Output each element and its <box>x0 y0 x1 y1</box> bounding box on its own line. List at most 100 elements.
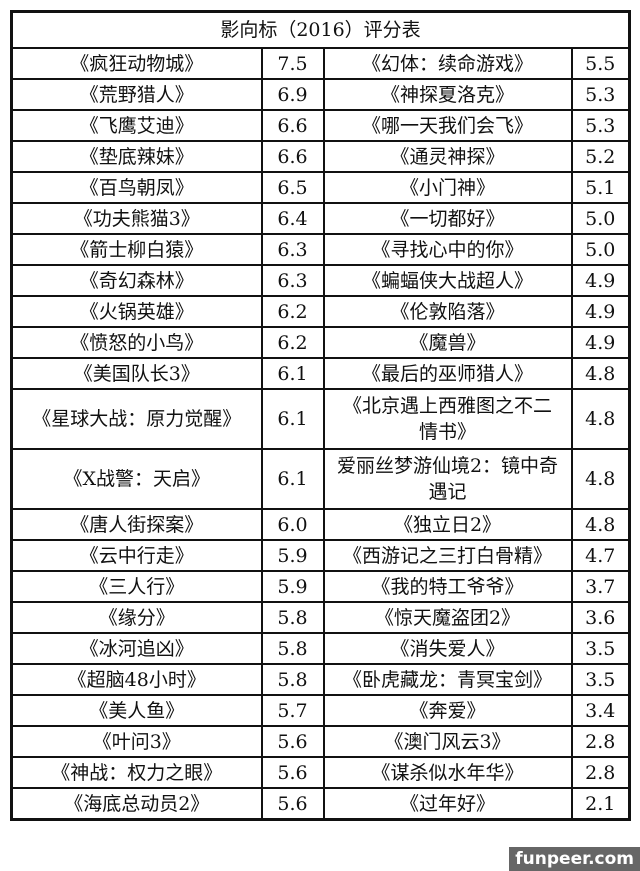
movie-title-left: 《神战：权力之眼》 <box>10 756 263 789</box>
table-row: 《百鸟朝凤》 6.5 《小门神》 5.1 <box>10 171 631 204</box>
table-row: 《X战警：天启》 6.1 爱丽丝梦游仙境2：镜中奇遇记 4.8 <box>10 448 631 510</box>
table-row: 《海底总动员2》 5.6 《过年好》 2.1 <box>10 787 631 821</box>
score-right: 4.9 <box>570 295 631 328</box>
movie-title-right: 《独立日2》 <box>322 508 573 541</box>
movie-title-left: 《缘分》 <box>10 601 263 634</box>
score-left: 6.1 <box>260 388 325 450</box>
score-left: 6.0 <box>260 508 325 541</box>
movie-title-right: 《北京遇上西雅图之不二情书》 <box>322 388 573 450</box>
table-row: 《疯狂动物城》 7.5 《幻体：续命游戏》 5.5 <box>10 47 631 80</box>
score-right: 5.3 <box>570 109 631 142</box>
table-row: 《垫底辣妹》 6.6 《通灵神探》 5.2 <box>10 140 631 173</box>
movie-title-right: 《一切都好》 <box>322 202 573 235</box>
watermark: funpeer.com <box>509 847 640 871</box>
movie-title-right: 《卧虎藏龙：青冥宝剑》 <box>322 663 573 696</box>
score-left: 6.6 <box>260 109 325 142</box>
movie-title-right: 《惊天魔盗团2》 <box>322 601 573 634</box>
score-right: 2.8 <box>570 756 631 789</box>
movie-title-right: 《蝙蝠侠大战超人》 <box>322 264 573 297</box>
movie-title-left: 《X战警：天启》 <box>10 448 263 510</box>
movie-title-right: 《谋杀似水年华》 <box>322 756 573 789</box>
score-left: 5.9 <box>260 539 325 572</box>
movie-title-left: 《美人鱼》 <box>10 694 263 727</box>
movie-title-left: 《云中行走》 <box>10 539 263 572</box>
movie-title-right: 《消失爱人》 <box>322 632 573 665</box>
score-right: 4.9 <box>570 264 631 297</box>
score-right: 5.1 <box>570 171 631 204</box>
score-left: 5.8 <box>260 663 325 696</box>
movie-title-left: 《愤怒的小鸟》 <box>10 326 263 359</box>
table-row: 《缘分》 5.8 《惊天魔盗团2》 3.6 <box>10 601 631 634</box>
movie-title-right: 《小门神》 <box>322 171 573 204</box>
score-left: 6.3 <box>260 233 325 266</box>
title-row: 影向标（2016）评分表 <box>10 10 631 49</box>
score-left: 7.5 <box>260 47 325 80</box>
movie-title-left: 《奇幻森林》 <box>10 264 263 297</box>
movie-title-left: 《火锅英雄》 <box>10 295 263 328</box>
score-left: 5.6 <box>260 787 325 821</box>
score-left: 6.6 <box>260 140 325 173</box>
movie-title-right: 《最后的巫师猎人》 <box>322 357 573 390</box>
movie-title-left: 《疯狂动物城》 <box>10 47 263 80</box>
table-row: 《叶问3》 5.6 《澳门风云3》 2.8 <box>10 725 631 758</box>
score-right: 5.0 <box>570 202 631 235</box>
score-left: 6.5 <box>260 171 325 204</box>
table-row: 《荒野猎人》 6.9 《神探夏洛克》 5.3 <box>10 78 631 111</box>
movie-title-right: 《神探夏洛克》 <box>322 78 573 111</box>
movie-title-left: 《荒野猎人》 <box>10 78 263 111</box>
movie-title-right: 《我的特工爷爷》 <box>322 570 573 603</box>
movie-title-left: 《星球大战：原力觉醒》 <box>10 388 263 450</box>
score-left: 6.2 <box>260 326 325 359</box>
score-right: 4.8 <box>570 448 631 510</box>
score-left: 5.7 <box>260 694 325 727</box>
movie-title-right: 《寻找心中的你》 <box>322 233 573 266</box>
score-left: 6.1 <box>260 357 325 390</box>
movie-title-left: 《垫底辣妹》 <box>10 140 263 173</box>
movie-title-right: 《西游记之三打白骨精》 <box>322 539 573 572</box>
score-right: 3.4 <box>570 694 631 727</box>
score-right: 5.3 <box>570 78 631 111</box>
score-left: 6.2 <box>260 295 325 328</box>
movie-title-left: 《三人行》 <box>10 570 263 603</box>
score-right: 2.1 <box>570 787 631 821</box>
movie-title-right: 《澳门风云3》 <box>322 725 573 758</box>
table-row: 《功夫熊猫3》 6.4 《一切都好》 5.0 <box>10 202 631 235</box>
table-row: 《神战：权力之眼》 5.6 《谋杀似水年华》 2.8 <box>10 756 631 789</box>
table-title: 影向标（2016）评分表 <box>10 10 631 49</box>
score-left: 6.4 <box>260 202 325 235</box>
table-row: 《三人行》 5.9 《我的特工爷爷》 3.7 <box>10 570 631 603</box>
movie-title-left: 《箭士柳白猿》 <box>10 233 263 266</box>
score-right: 3.5 <box>570 663 631 696</box>
score-right: 4.9 <box>570 326 631 359</box>
score-left: 6.3 <box>260 264 325 297</box>
table-row: 《超脑48小时》 5.8 《卧虎藏龙：青冥宝剑》 3.5 <box>10 663 631 696</box>
movie-title-left: 《海底总动员2》 <box>10 787 263 821</box>
score-right: 4.8 <box>570 388 631 450</box>
score-left: 5.6 <box>260 725 325 758</box>
movie-title-right: 《哪一天我们会飞》 <box>322 109 573 142</box>
movie-title-right: 《幻体：续命游戏》 <box>322 47 573 80</box>
movie-title-right: 爱丽丝梦游仙境2：镜中奇遇记 <box>322 448 573 510</box>
score-right: 3.5 <box>570 632 631 665</box>
score-right: 3.6 <box>570 601 631 634</box>
score-right: 5.5 <box>570 47 631 80</box>
table-row: 《火锅英雄》 6.2 《伦敦陷落》 4.9 <box>10 295 631 328</box>
table-row: 《星球大战：原力觉醒》 6.1 《北京遇上西雅图之不二情书》 4.8 <box>10 388 631 450</box>
score-right: 5.0 <box>570 233 631 266</box>
movie-title-left: 《唐人街探案》 <box>10 508 263 541</box>
score-left: 5.9 <box>260 570 325 603</box>
score-right: 4.8 <box>570 357 631 390</box>
table-row: 《美国队长3》 6.1 《最后的巫师猎人》 4.8 <box>10 357 631 390</box>
score-left: 5.8 <box>260 601 325 634</box>
movie-title-left: 《飞鹰艾迪》 <box>10 109 263 142</box>
score-right: 2.8 <box>570 725 631 758</box>
movie-title-right: 《过年好》 <box>322 787 573 821</box>
movie-title-left: 《功夫熊猫3》 <box>10 202 263 235</box>
movie-title-right: 《魔兽》 <box>322 326 573 359</box>
table-row: 《箭士柳白猿》 6.3 《寻找心中的你》 5.0 <box>10 233 631 266</box>
score-right: 4.8 <box>570 508 631 541</box>
table-row: 《愤怒的小鸟》 6.2 《魔兽》 4.9 <box>10 326 631 359</box>
movie-title-left: 《百鸟朝凤》 <box>10 171 263 204</box>
table-row: 《奇幻森林》 6.3 《蝙蝠侠大战超人》 4.9 <box>10 264 631 297</box>
rating-table: 影向标（2016）评分表 《疯狂动物城》 7.5 《幻体：续命游戏》 5.5 《荒野猎人… <box>10 10 631 821</box>
